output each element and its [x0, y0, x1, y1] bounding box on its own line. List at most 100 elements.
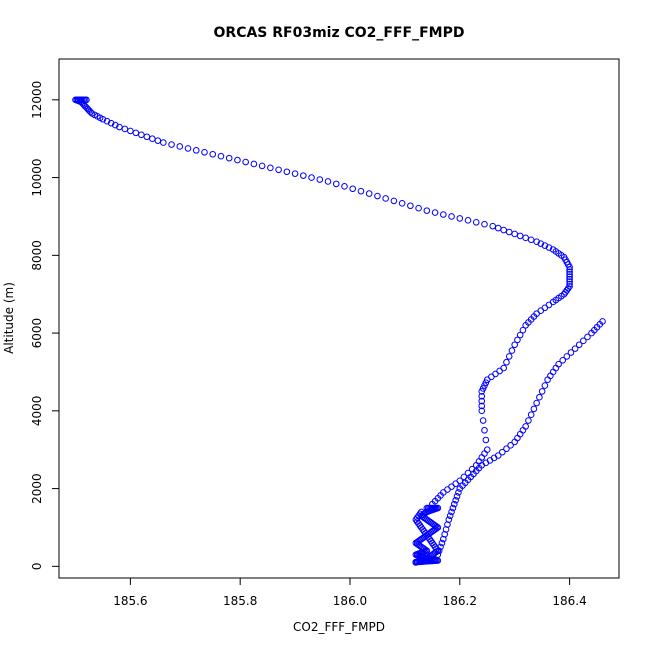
data-point — [566, 273, 573, 281]
data-point — [143, 133, 151, 141]
data-point — [478, 454, 486, 461]
data-point — [121, 125, 129, 133]
data-point — [132, 129, 140, 137]
data-point — [452, 496, 459, 504]
data-point — [413, 518, 421, 525]
data-point — [516, 232, 524, 240]
data-point — [107, 119, 115, 127]
data-point — [489, 222, 497, 230]
chart-title: ORCAS RF03miz CO2_FFF_FMPD — [214, 25, 465, 41]
data-point — [527, 236, 535, 244]
data-points — [72, 96, 606, 566]
data-point — [478, 388, 486, 395]
data-point — [522, 423, 529, 430]
data-point — [416, 510, 424, 518]
data-point — [541, 382, 549, 389]
data-point — [449, 504, 457, 512]
data-point — [475, 458, 483, 465]
data-point — [267, 164, 274, 172]
data-point — [481, 426, 488, 434]
data-point — [575, 341, 583, 349]
data-point — [514, 336, 521, 344]
data-point — [478, 392, 486, 400]
y-tick-label: 10000 — [30, 158, 44, 196]
data-point — [234, 156, 241, 164]
data-point — [538, 388, 546, 395]
data-point — [599, 318, 606, 325]
data-point — [478, 407, 486, 415]
data-point — [505, 228, 513, 236]
data-point — [580, 337, 587, 345]
data-point — [511, 230, 518, 238]
data-point — [482, 436, 490, 444]
x-axis-label: CO2_FFF_FMPD — [293, 620, 385, 634]
data-point — [503, 358, 510, 366]
data-point — [283, 168, 291, 176]
data-point — [192, 147, 200, 154]
data-point — [566, 270, 573, 278]
data-point — [507, 442, 514, 449]
data-point — [332, 180, 340, 188]
data-point — [453, 493, 461, 500]
data-point — [519, 426, 527, 434]
data-point — [275, 166, 282, 174]
y-tick-label: 4000 — [30, 396, 44, 427]
data-point — [111, 121, 119, 129]
data-point — [478, 402, 486, 410]
data-point — [138, 131, 145, 139]
data-point — [438, 539, 446, 547]
data-point — [566, 275, 573, 283]
data-point — [549, 368, 557, 376]
data-point — [519, 326, 527, 334]
data-point — [127, 127, 134, 135]
data-point — [446, 512, 454, 520]
data-point — [505, 353, 513, 360]
data-point — [217, 152, 225, 160]
data-point — [522, 322, 529, 329]
x-tick-label: 185.6 — [113, 594, 147, 608]
data-point — [316, 176, 324, 183]
data-point — [450, 500, 458, 508]
data-point — [566, 278, 573, 285]
data-point — [349, 185, 357, 193]
data-point — [300, 172, 307, 179]
data-point — [545, 244, 553, 251]
data-point — [209, 150, 217, 158]
data-point — [567, 349, 575, 356]
data-point — [508, 347, 516, 354]
data-point — [250, 160, 258, 168]
data-point — [537, 240, 545, 247]
data-point — [341, 183, 348, 190]
data-point — [544, 376, 551, 384]
y-tick-label: 8000 — [30, 240, 44, 271]
data-point — [547, 372, 554, 380]
x-tick-label: 186.0 — [333, 594, 367, 608]
data-point — [541, 242, 549, 249]
data-point — [201, 149, 208, 156]
data-point — [398, 200, 406, 207]
data-point — [566, 268, 573, 276]
data-point — [478, 397, 486, 405]
x-tick-label: 186.4 — [552, 594, 586, 608]
data-point — [566, 280, 573, 288]
data-point — [563, 353, 571, 360]
data-point — [149, 135, 156, 142]
data-point — [566, 263, 573, 271]
data-point — [258, 162, 266, 170]
data-point — [455, 489, 462, 496]
data-point — [448, 213, 455, 220]
data-point — [440, 211, 447, 218]
y-axis-ticks: 0 2000 4000 6000 8000 10000 12000 — [30, 81, 59, 570]
data-point — [423, 207, 431, 214]
data-point — [103, 117, 111, 125]
data-point — [536, 393, 543, 401]
x-tick-label: 186.2 — [443, 594, 477, 608]
data-point — [530, 405, 538, 413]
data-point — [511, 341, 518, 349]
data-point — [566, 266, 573, 273]
x-axis-ticks: 185.6 185.8 186.0 186.2 186.4 — [113, 578, 587, 608]
data-point — [584, 333, 591, 341]
data-point — [116, 123, 123, 131]
data-point — [382, 195, 389, 202]
data-point — [418, 508, 425, 516]
